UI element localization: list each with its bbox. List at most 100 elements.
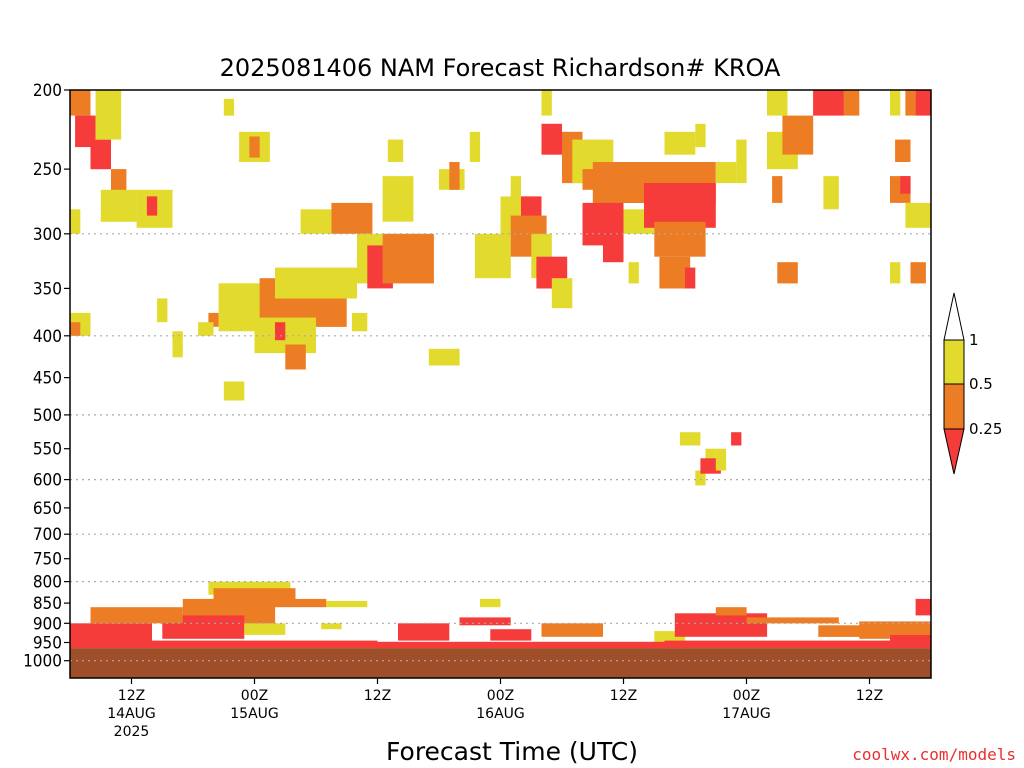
ri-cell: [198, 322, 214, 336]
ri-cell: [326, 601, 368, 608]
ri-cell: [244, 623, 286, 635]
ri-cell: [905, 202, 931, 228]
ri-cell: [603, 233, 624, 263]
ri-cell: [382, 176, 414, 222]
ri-cell: [915, 598, 931, 616]
ri-cell: [654, 631, 686, 643]
y-tick-label: 650: [33, 499, 62, 519]
ri-cell: [480, 598, 501, 608]
ri-cell: [895, 139, 911, 162]
ri-cell: [157, 298, 168, 323]
x-tick-label: 12Z: [856, 688, 883, 704]
ri-cell: [490, 629, 532, 641]
ri-cell: [70, 322, 81, 336]
ri-cell: [387, 139, 404, 162]
ri-cell: [377, 641, 665, 649]
x-tick-label: 14AUG: [107, 706, 156, 722]
y-tick-label: 900: [33, 614, 62, 634]
credit-text: coolwx.com/models: [852, 745, 1016, 764]
colorbar-label: 0.5: [969, 375, 993, 393]
ri-cell: [100, 189, 137, 222]
ri-cell: [823, 176, 839, 210]
ri-cell: [736, 139, 747, 184]
ri-cell: [541, 123, 562, 155]
ri-cell: [300, 209, 332, 234]
y-tick-label: 750: [33, 550, 62, 570]
colorbar-label: 0.25: [969, 420, 1002, 438]
ri-cell: [859, 621, 931, 639]
y-tick-label: 850: [33, 594, 62, 614]
ri-cell: [777, 262, 798, 284]
ri-cell: [275, 322, 286, 341]
ri-cell: [890, 262, 901, 284]
ri-cell: [731, 432, 742, 446]
ri-cell: [75, 115, 96, 148]
ri-cell: [905, 90, 916, 116]
y-tick-label: 300: [33, 225, 62, 245]
y-tick-label: 350: [33, 279, 62, 299]
ri-cell: [172, 331, 183, 358]
x-tick-label: 2025: [114, 724, 150, 740]
ri-cell: [674, 613, 768, 637]
plot-frame: [69, 89, 932, 679]
ri-cell: [541, 90, 552, 116]
ri-cell: [664, 131, 696, 155]
y-tick-label: 200: [33, 81, 62, 101]
ri-cell: [644, 183, 716, 228]
x-tick-label: 12Z: [610, 688, 637, 704]
ri-cell: [664, 640, 931, 648]
y-tick-label: 450: [33, 369, 62, 389]
ri-cell: [275, 598, 327, 608]
ri-cell: [249, 136, 260, 158]
y-tick-label: 550: [33, 440, 62, 460]
ri-cell: [813, 90, 844, 116]
ri-cell: [715, 607, 747, 616]
ri-cell: [551, 278, 573, 309]
x-tick-label: 15AUG: [230, 706, 279, 722]
ri-cell: [111, 169, 127, 197]
ground-fill: [70, 648, 931, 678]
ri-cell: [459, 617, 511, 626]
ri-cell: [915, 90, 931, 116]
ri-cell: [474, 233, 511, 279]
x-tick-label: 17AUG: [722, 706, 771, 722]
x-tick-label: 12Z: [364, 688, 391, 704]
ri-cell: [910, 262, 926, 284]
x-axis-ticks: 12Z 14AUG 2025 00Z 15AUG 12Z 00Z 16AUG 12Z 00Z 17A…: [107, 678, 883, 740]
ri-cell: [382, 233, 434, 284]
plot-area: [69, 89, 932, 679]
y-tick-label: 500: [33, 406, 62, 426]
colorbar-segment: [943, 339, 965, 385]
colorbar-top-arrow: [943, 292, 965, 341]
x-tick-label: 16AUG: [476, 706, 525, 722]
ri-cell: [715, 448, 727, 471]
colorbar-label: 1: [969, 331, 979, 349]
ri-cell: [782, 115, 814, 155]
ri-cell: [746, 617, 839, 624]
ri-cell: [70, 209, 81, 234]
ri-cell: [95, 90, 122, 140]
y-tick-label: 800: [33, 573, 62, 593]
ri-cell: [900, 176, 911, 194]
chart-title: 2025081406 NAM Forecast Richardson# KROA: [220, 54, 781, 82]
y-tick-label: 250: [33, 160, 62, 180]
x-tick-label: 00Z: [487, 688, 514, 704]
y-axis-ticks: 200 250 300 350 400 450 500 550 600 650 700 750 8008…: [23, 81, 70, 672]
y-tick-label: 600: [33, 471, 62, 491]
ri-cell: [715, 162, 737, 184]
ri-cell: [695, 123, 706, 148]
pressure-gridlines: [70, 233, 931, 662]
ri-cell: [705, 448, 716, 465]
ri-cell: [695, 470, 706, 486]
ri-cell: [208, 312, 219, 327]
x-tick-label: 00Z: [241, 688, 268, 704]
ri-cell: [70, 623, 152, 643]
ri-cell: [428, 348, 460, 366]
colorbar-segment: [943, 383, 965, 430]
ri-cells: [70, 90, 931, 649]
ri-cell: [767, 90, 788, 116]
ri-cell: [90, 139, 111, 170]
ri-cell: [890, 90, 901, 116]
ri-cell: [521, 196, 542, 222]
